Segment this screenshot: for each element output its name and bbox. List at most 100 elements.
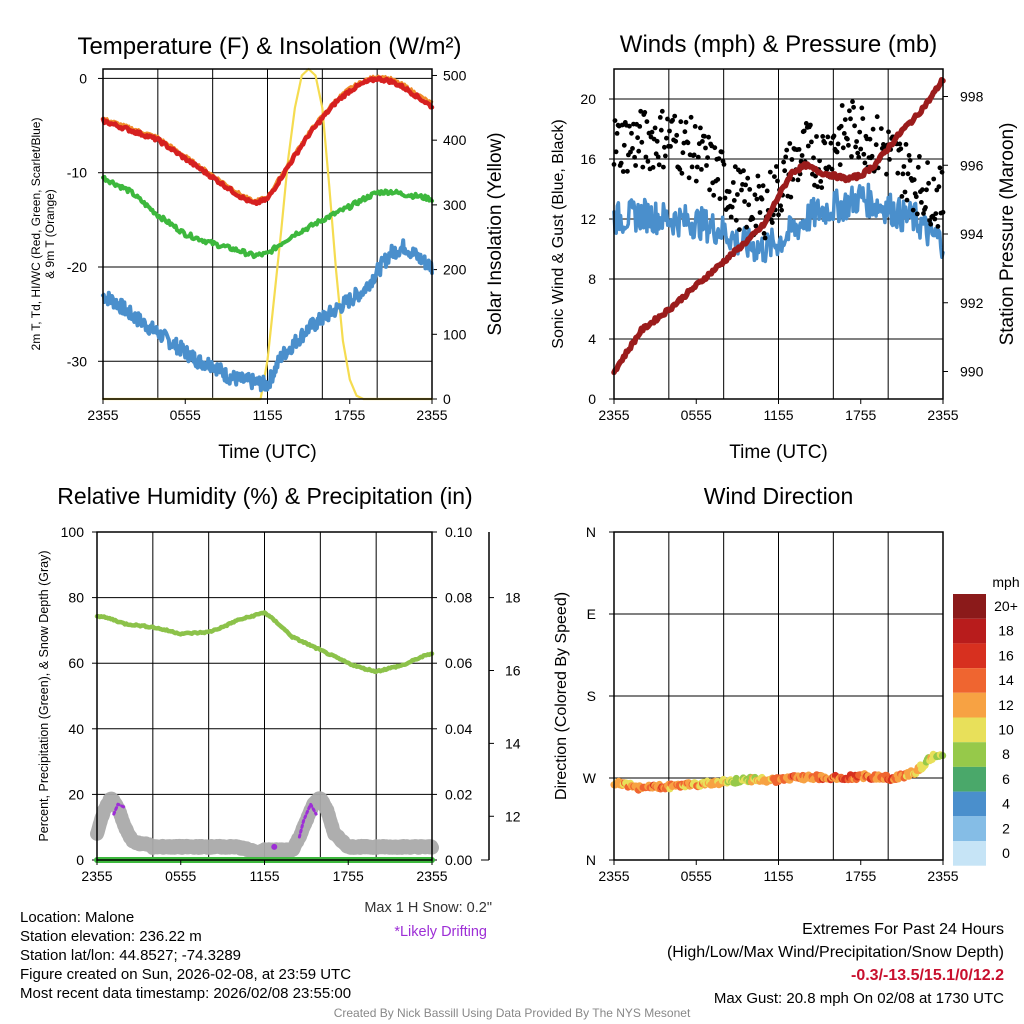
figure-created: Figure created on Sun, 2026-02-08, at 23… (20, 966, 352, 983)
gust-point (849, 154, 854, 159)
gust-point (900, 171, 906, 177)
gust-point (799, 153, 805, 158)
gust-point (760, 183, 766, 189)
colorbar-swatch-5 (953, 717, 986, 743)
gust-point (861, 151, 867, 157)
wind-ytick-label-2: 8 (588, 271, 596, 287)
gust-point (633, 163, 638, 168)
gust-point (717, 196, 723, 202)
gust-point (829, 166, 835, 172)
rh-ytick-label-2: 40 (68, 721, 84, 737)
gust-point (925, 160, 930, 166)
gust-point (707, 187, 712, 193)
gust-point (629, 130, 634, 136)
gust-point (818, 179, 824, 184)
colorbar-label-1: 18 (998, 623, 1014, 639)
gust-point (729, 204, 735, 210)
temp-ytick-label-2: -20 (67, 259, 87, 275)
gust-point (673, 138, 679, 144)
gust-point (728, 214, 734, 220)
dir-ytick-label-2: S (587, 688, 596, 704)
wind-y2tick-label-2: 994 (960, 226, 984, 242)
gust-point (764, 188, 770, 194)
gust-point (886, 129, 891, 135)
gust-point (614, 131, 620, 136)
gust-point (700, 139, 705, 144)
rh-y2tick-label-3: 0.06 (445, 655, 472, 671)
extremes-block: Extremes For Past 24 Hours (High/Low/Max… (667, 918, 1004, 1010)
gust-point (852, 123, 857, 129)
rh-ytick-label-5: 100 (61, 524, 85, 540)
gust-point (899, 194, 905, 199)
gust-point (924, 187, 929, 193)
gust-point (782, 168, 788, 174)
gust-point (715, 177, 721, 182)
recent-timestamp: Most recent data timestamp: 2026/02/08 2… (20, 985, 352, 1002)
gust-point (664, 135, 669, 141)
gust-point (837, 162, 843, 168)
gust-point (928, 221, 934, 227)
gust-point (809, 139, 814, 145)
gust-point (635, 135, 640, 141)
gust-point (921, 211, 926, 216)
gust-point (655, 154, 661, 160)
gust-point (761, 231, 767, 236)
gust-point (662, 144, 667, 150)
gust-point (811, 155, 816, 161)
gust-point (803, 121, 809, 126)
gust-point (706, 134, 711, 140)
colorbar-label-0: 20+ (994, 598, 1018, 614)
colorbar-swatch-7 (953, 766, 986, 792)
gust-point (781, 159, 786, 165)
gust-point (618, 160, 624, 166)
gust-point (933, 211, 939, 217)
gust-point (746, 202, 752, 208)
rh-xtick-label-0: 2355 (81, 868, 112, 884)
gust-point (698, 125, 703, 131)
gust-point (795, 177, 801, 183)
gust-point (752, 192, 758, 198)
gust-point (682, 129, 688, 135)
gust-point (650, 165, 656, 170)
gust-point (919, 200, 924, 205)
gust-point (828, 140, 834, 146)
gust-point (711, 192, 717, 198)
rh-max-snow-note: Max 1 H Snow: 0.2" (364, 900, 492, 916)
gust-point (685, 140, 691, 146)
gust-point (917, 154, 922, 159)
gust-point (860, 116, 866, 121)
gust-point (627, 123, 632, 129)
dir-points (610, 750, 947, 794)
gust-point (874, 114, 880, 120)
gust-point (639, 139, 645, 145)
dir-xtick-label-2: 1155 (763, 868, 793, 884)
gust-point (665, 116, 670, 122)
gust-point (848, 116, 853, 122)
gust-point (645, 159, 651, 164)
colorbar-swatch-1 (953, 618, 986, 644)
gust-point (657, 115, 663, 120)
gust-point (778, 203, 783, 209)
gust-point (819, 185, 825, 191)
dir-ytick-label-4: N (586, 524, 596, 540)
series-station-pressure (611, 76, 946, 376)
dir-xtick-label-4: 2355 (927, 868, 958, 884)
gust-point (742, 199, 747, 204)
gust-point (779, 207, 784, 213)
gust-point (613, 149, 619, 155)
gust-point (672, 113, 678, 119)
gust-point (689, 164, 695, 170)
rh-drifting-note: *Likely Drifting (394, 924, 487, 940)
colorbar-label-7: 6 (1002, 771, 1010, 787)
gust-point (659, 108, 665, 114)
colorbar-swatch-3 (953, 668, 986, 693)
gust-point (931, 176, 937, 182)
gust-point (702, 133, 707, 139)
gust-point (846, 142, 851, 148)
wind-y2tick-label-0: 990 (960, 364, 984, 380)
gust-point (691, 152, 697, 158)
rh-y2tick-label-1: 0.02 (445, 786, 472, 802)
gust-point (936, 184, 942, 190)
wind-y2tick-label-3: 996 (960, 157, 984, 173)
rh-y2tick-label-5: 0.10 (445, 524, 472, 540)
